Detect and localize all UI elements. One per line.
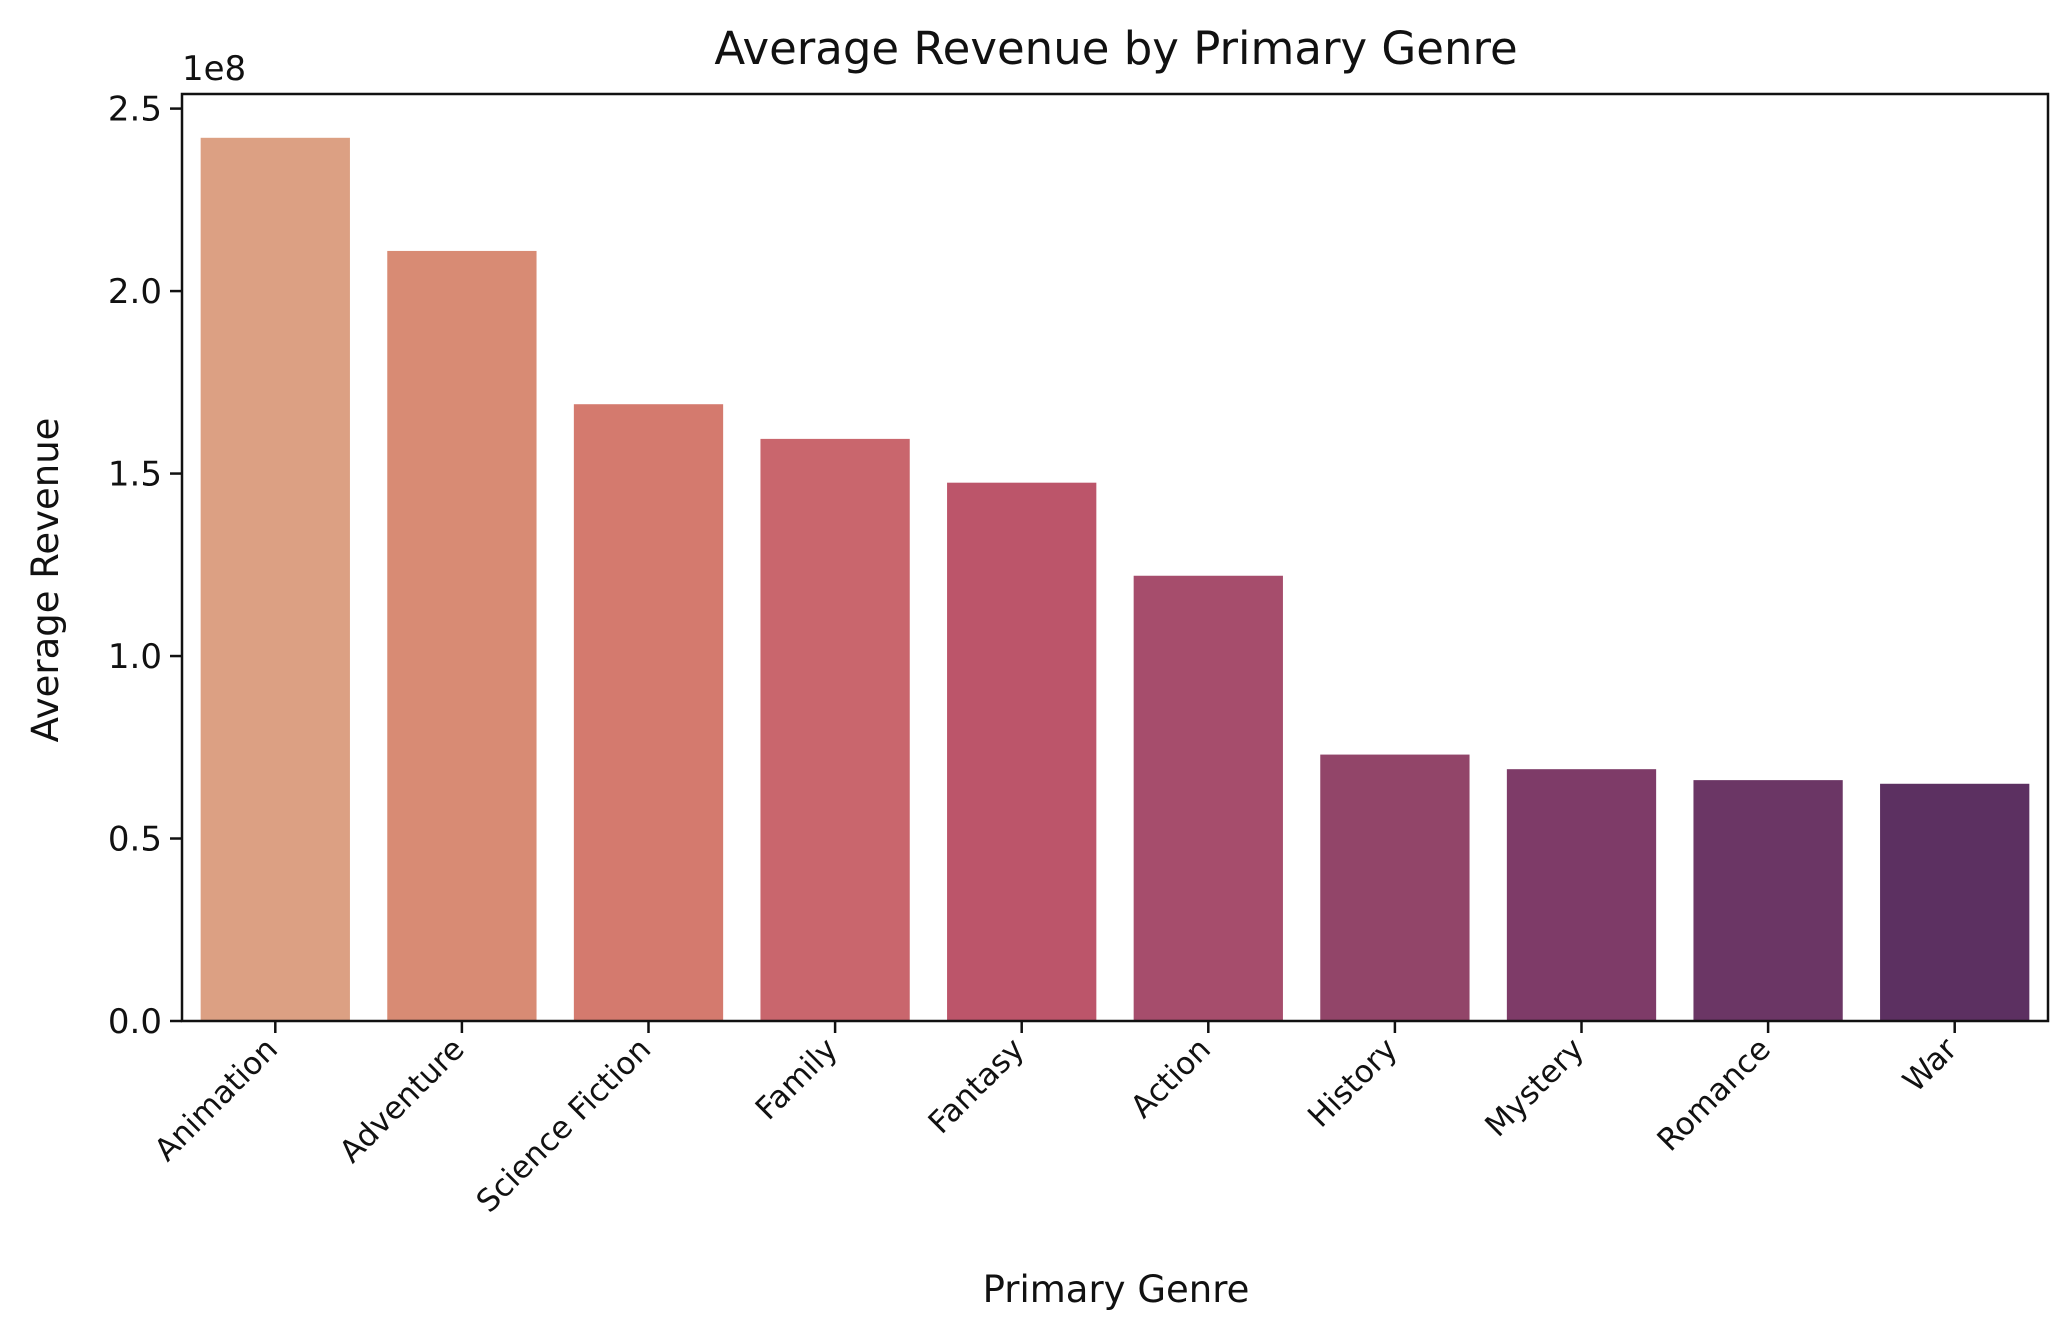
plot-frame (180, 92, 2050, 1023)
x-tick-label: History (1301, 1031, 1404, 1134)
x-tick-label: Romance (1650, 1031, 1777, 1158)
bar-fantasy (947, 482, 1097, 1021)
bar-adventure (387, 250, 537, 1021)
bar-family (760, 438, 910, 1021)
x-tick-label: War (1896, 1031, 1964, 1099)
x-tick-label: Mystery (1478, 1031, 1591, 1144)
y-tick-label: 0.0 (108, 1002, 162, 1042)
x-axis-label: Primary Genre (983, 1268, 1250, 1311)
x-tick-label: Family (749, 1031, 845, 1127)
x-tick-label: Science Fiction (470, 1031, 659, 1220)
x-tick-label: Action (1124, 1031, 1218, 1125)
x-tick-label: Fantasy (922, 1031, 1032, 1141)
y-axis-label: Average Revenue (24, 418, 67, 743)
bar-mystery (1506, 769, 1657, 1021)
y-tick-label: 1.0 (108, 637, 162, 677)
bars-group (200, 137, 2030, 1021)
y-tick-label: 0.5 (108, 820, 162, 860)
bar-war (1880, 783, 2030, 1021)
bar-science-fiction (573, 404, 724, 1021)
bar-history (1320, 754, 1470, 1021)
y-tick-label: 1.5 (108, 455, 162, 495)
y-ticks-group: 0.0 0.5 1.0 1.5 2.0 2.5 (108, 90, 182, 1042)
x-tick-label: Adventure (333, 1031, 472, 1170)
y-tick-label: 2.5 (108, 90, 162, 130)
bar-animation (200, 137, 350, 1021)
bar-romance (1693, 780, 1843, 1021)
y-axis-offset-label: 1e8 (182, 49, 246, 89)
bar-action (1133, 575, 1283, 1021)
chart-title: Average Revenue by Primary Genre (714, 22, 1517, 75)
y-tick-label: 2.0 (108, 272, 162, 312)
x-tick-label: Animation (148, 1031, 285, 1168)
